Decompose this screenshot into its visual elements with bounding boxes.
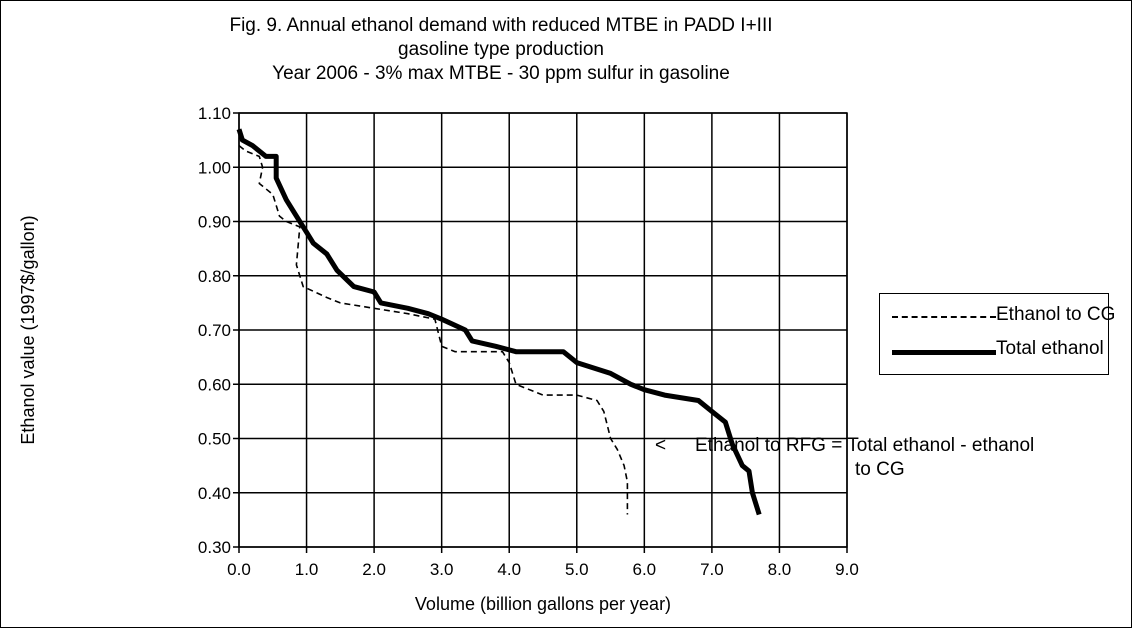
series-line-ethanol-to-cg <box>238 144 629 515</box>
x-tick-label: 9.0 <box>835 560 859 579</box>
x-tick-label: 5.0 <box>565 560 589 579</box>
y-tick-label: 1.00 <box>198 158 231 177</box>
annotation-line-1: Ethanol to RFG = Total ethanol - ethanol <box>695 435 1035 456</box>
y-tick-label: 0.40 <box>198 484 231 503</box>
x-tick-label: 0.0 <box>227 560 251 579</box>
y-axis-title: Ethanol value (1997$/gallon) <box>18 215 38 444</box>
x-tick-label: 3.0 <box>430 560 454 579</box>
x-axis-title: Volume (billion gallons per year) <box>415 594 671 614</box>
y-tick-label: 0.70 <box>198 321 231 340</box>
x-tick-label: 6.0 <box>633 560 657 579</box>
y-tick-label: 0.80 <box>198 267 231 286</box>
y-tick-label: 0.50 <box>198 430 231 449</box>
chart-title-line-3: Year 2006 - 3% max MTBE - 30 ppm sulfur … <box>272 63 730 84</box>
x-tick-label: 1.0 <box>295 560 319 579</box>
y-tick-label: 0.90 <box>198 213 231 232</box>
series-line-total-ethanol <box>236 128 762 516</box>
legend-label-cg: Ethanol to CG <box>996 304 1116 325</box>
annotation-line-2: to CG <box>855 459 905 480</box>
legend-label-total: Total ethanol <box>996 338 1104 359</box>
legend-swatch-solid <box>892 350 996 355</box>
x-tick-label: 4.0 <box>497 560 521 579</box>
chart-title-line-2: gasoline type production <box>398 39 604 60</box>
chart-legend: Ethanol to CG Total ethanol <box>879 293 1115 375</box>
x-tick-label: 2.0 <box>362 560 386 579</box>
legend-item-total: Total ethanol <box>880 336 1108 366</box>
annotation-arrow: < <box>655 435 667 456</box>
y-tick-label: 0.30 <box>198 538 231 557</box>
y-tick-label: 1.10 <box>198 104 231 123</box>
y-tick-label: 0.60 <box>198 375 231 394</box>
legend-item-cg: Ethanol to CG <box>880 302 1115 332</box>
legend-swatch-dashed <box>892 316 996 318</box>
x-tick-label: 7.0 <box>700 560 724 579</box>
x-tick-label: 8.0 <box>768 560 792 579</box>
chart-title-line-1: Fig. 9. Annual ethanol demand with reduc… <box>229 15 773 36</box>
